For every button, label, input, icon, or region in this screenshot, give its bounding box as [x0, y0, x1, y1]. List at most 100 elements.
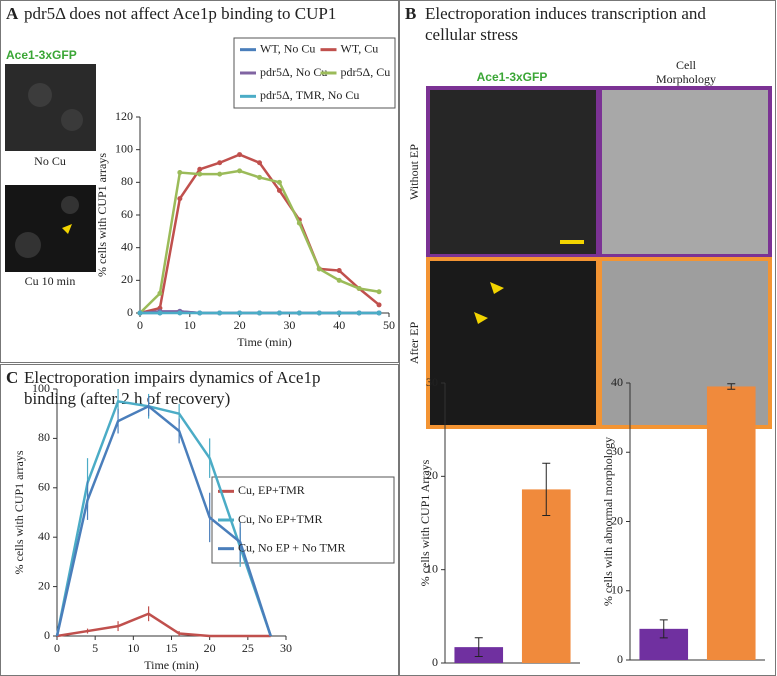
bar	[521, 489, 571, 663]
y-tick-label: 30	[426, 375, 438, 389]
arrowhead	[62, 224, 72, 234]
point	[217, 310, 223, 316]
y-tick-label: 20	[38, 578, 50, 592]
y-tick-label: 10	[426, 561, 438, 575]
y-tick-label: 80	[38, 430, 50, 444]
point	[237, 310, 243, 316]
x-tick-label: 0	[54, 641, 60, 655]
point	[336, 268, 342, 274]
point	[177, 170, 183, 176]
image-label: Morphology	[656, 72, 716, 86]
bar	[706, 386, 756, 660]
cell	[61, 196, 79, 214]
y-tick-label: 0	[617, 652, 623, 666]
legend-entry: WT, No Cu	[260, 41, 315, 55]
point	[217, 160, 223, 166]
error-bar	[727, 383, 736, 390]
point	[177, 196, 183, 202]
legend-entry: pdr5Δ, TMR, No Cu	[260, 88, 359, 102]
legend-entry: Cu, EP+TMR	[238, 483, 305, 497]
legend-entry: Cu, No EP+TMR	[238, 512, 322, 526]
cell	[15, 232, 41, 258]
y-tick-label: 20	[121, 272, 133, 286]
point	[257, 174, 263, 180]
x-tick-label: 10	[184, 318, 196, 332]
panel-title: cellular stress	[425, 25, 518, 44]
micrograph	[598, 86, 772, 258]
point	[197, 171, 203, 177]
micrograph	[426, 257, 600, 429]
panel-title: Electroporation impairs dynamics of Ace1…	[24, 368, 320, 387]
point	[336, 277, 342, 283]
y-tick-label: 0	[432, 655, 438, 669]
y-tick-label: 100	[32, 381, 50, 395]
x-tick-label: 40	[333, 318, 345, 332]
y-tick-label: 120	[115, 109, 133, 123]
arrowhead	[490, 282, 504, 294]
data-line	[139, 169, 380, 314]
point	[157, 310, 163, 316]
point	[376, 302, 382, 308]
x-axis-label: Time (min)	[237, 335, 292, 349]
cell	[28, 83, 52, 107]
panel-title: Electroporation induces transcription an…	[425, 4, 706, 23]
y-tick-label: 80	[121, 174, 133, 188]
point	[197, 310, 203, 316]
legend-frame	[233, 37, 396, 109]
point	[296, 220, 302, 226]
x-tick-label: 20	[234, 318, 246, 332]
micrograph	[5, 64, 96, 151]
panel-label: B	[405, 4, 416, 23]
y-axis-label: % cells with abnormal morphology	[601, 437, 615, 606]
y-tick-label: 40	[611, 375, 623, 389]
panel-label: A	[6, 4, 19, 23]
y-tick-label: 100	[115, 141, 133, 155]
point	[356, 286, 362, 291]
image-label: Ace1-3xGFP	[6, 48, 77, 62]
error-bar	[659, 619, 668, 639]
point	[217, 171, 223, 177]
data-line	[55, 399, 272, 637]
micrograph	[5, 185, 96, 272]
x-tick-label: 15	[166, 641, 178, 655]
point	[276, 188, 282, 193]
image-label: Cu 10 min	[25, 274, 76, 288]
point	[376, 289, 382, 295]
y-tick-label: 30	[611, 444, 623, 458]
data-line	[55, 404, 272, 637]
point	[276, 179, 282, 185]
panel-title: pdr5Δ does not affect Ace1p binding to C…	[24, 4, 336, 23]
point	[137, 310, 143, 316]
panel-frame	[0, 0, 399, 363]
x-tick-label: 30	[283, 318, 295, 332]
y-tick-label: 40	[38, 529, 50, 543]
point	[257, 310, 263, 316]
x-tick-label: 5	[92, 641, 98, 655]
x-tick-label: 0	[137, 318, 143, 332]
point	[316, 266, 322, 272]
y-tick-label: 60	[38, 480, 50, 494]
y-tick-label: 0	[44, 628, 50, 642]
point	[237, 152, 243, 158]
legend-entry: pdr5Δ, No Cu	[260, 65, 327, 79]
point	[316, 310, 322, 316]
point	[296, 310, 302, 316]
y-tick-label: 20	[611, 513, 623, 527]
error-bar	[474, 637, 483, 657]
panel-label: C	[6, 368, 18, 387]
point	[376, 310, 382, 316]
legend-entry: Cu, No EP + No TMR	[238, 540, 345, 554]
x-tick-label: 20	[204, 641, 216, 655]
x-tick-label: 50	[383, 318, 395, 332]
image-label: Cell	[676, 58, 697, 72]
y-axis-label: % cells with CUP1 Arrays	[418, 459, 432, 586]
x-axis-label: Time (min)	[144, 658, 199, 672]
x-tick-label: 25	[242, 641, 254, 655]
point	[276, 310, 282, 316]
image-label: Ace1-3xGFP	[477, 70, 548, 84]
y-tick-label: 10	[611, 583, 623, 597]
y-tick-label: 40	[121, 239, 133, 253]
point	[177, 310, 183, 316]
arrowhead	[474, 312, 488, 324]
